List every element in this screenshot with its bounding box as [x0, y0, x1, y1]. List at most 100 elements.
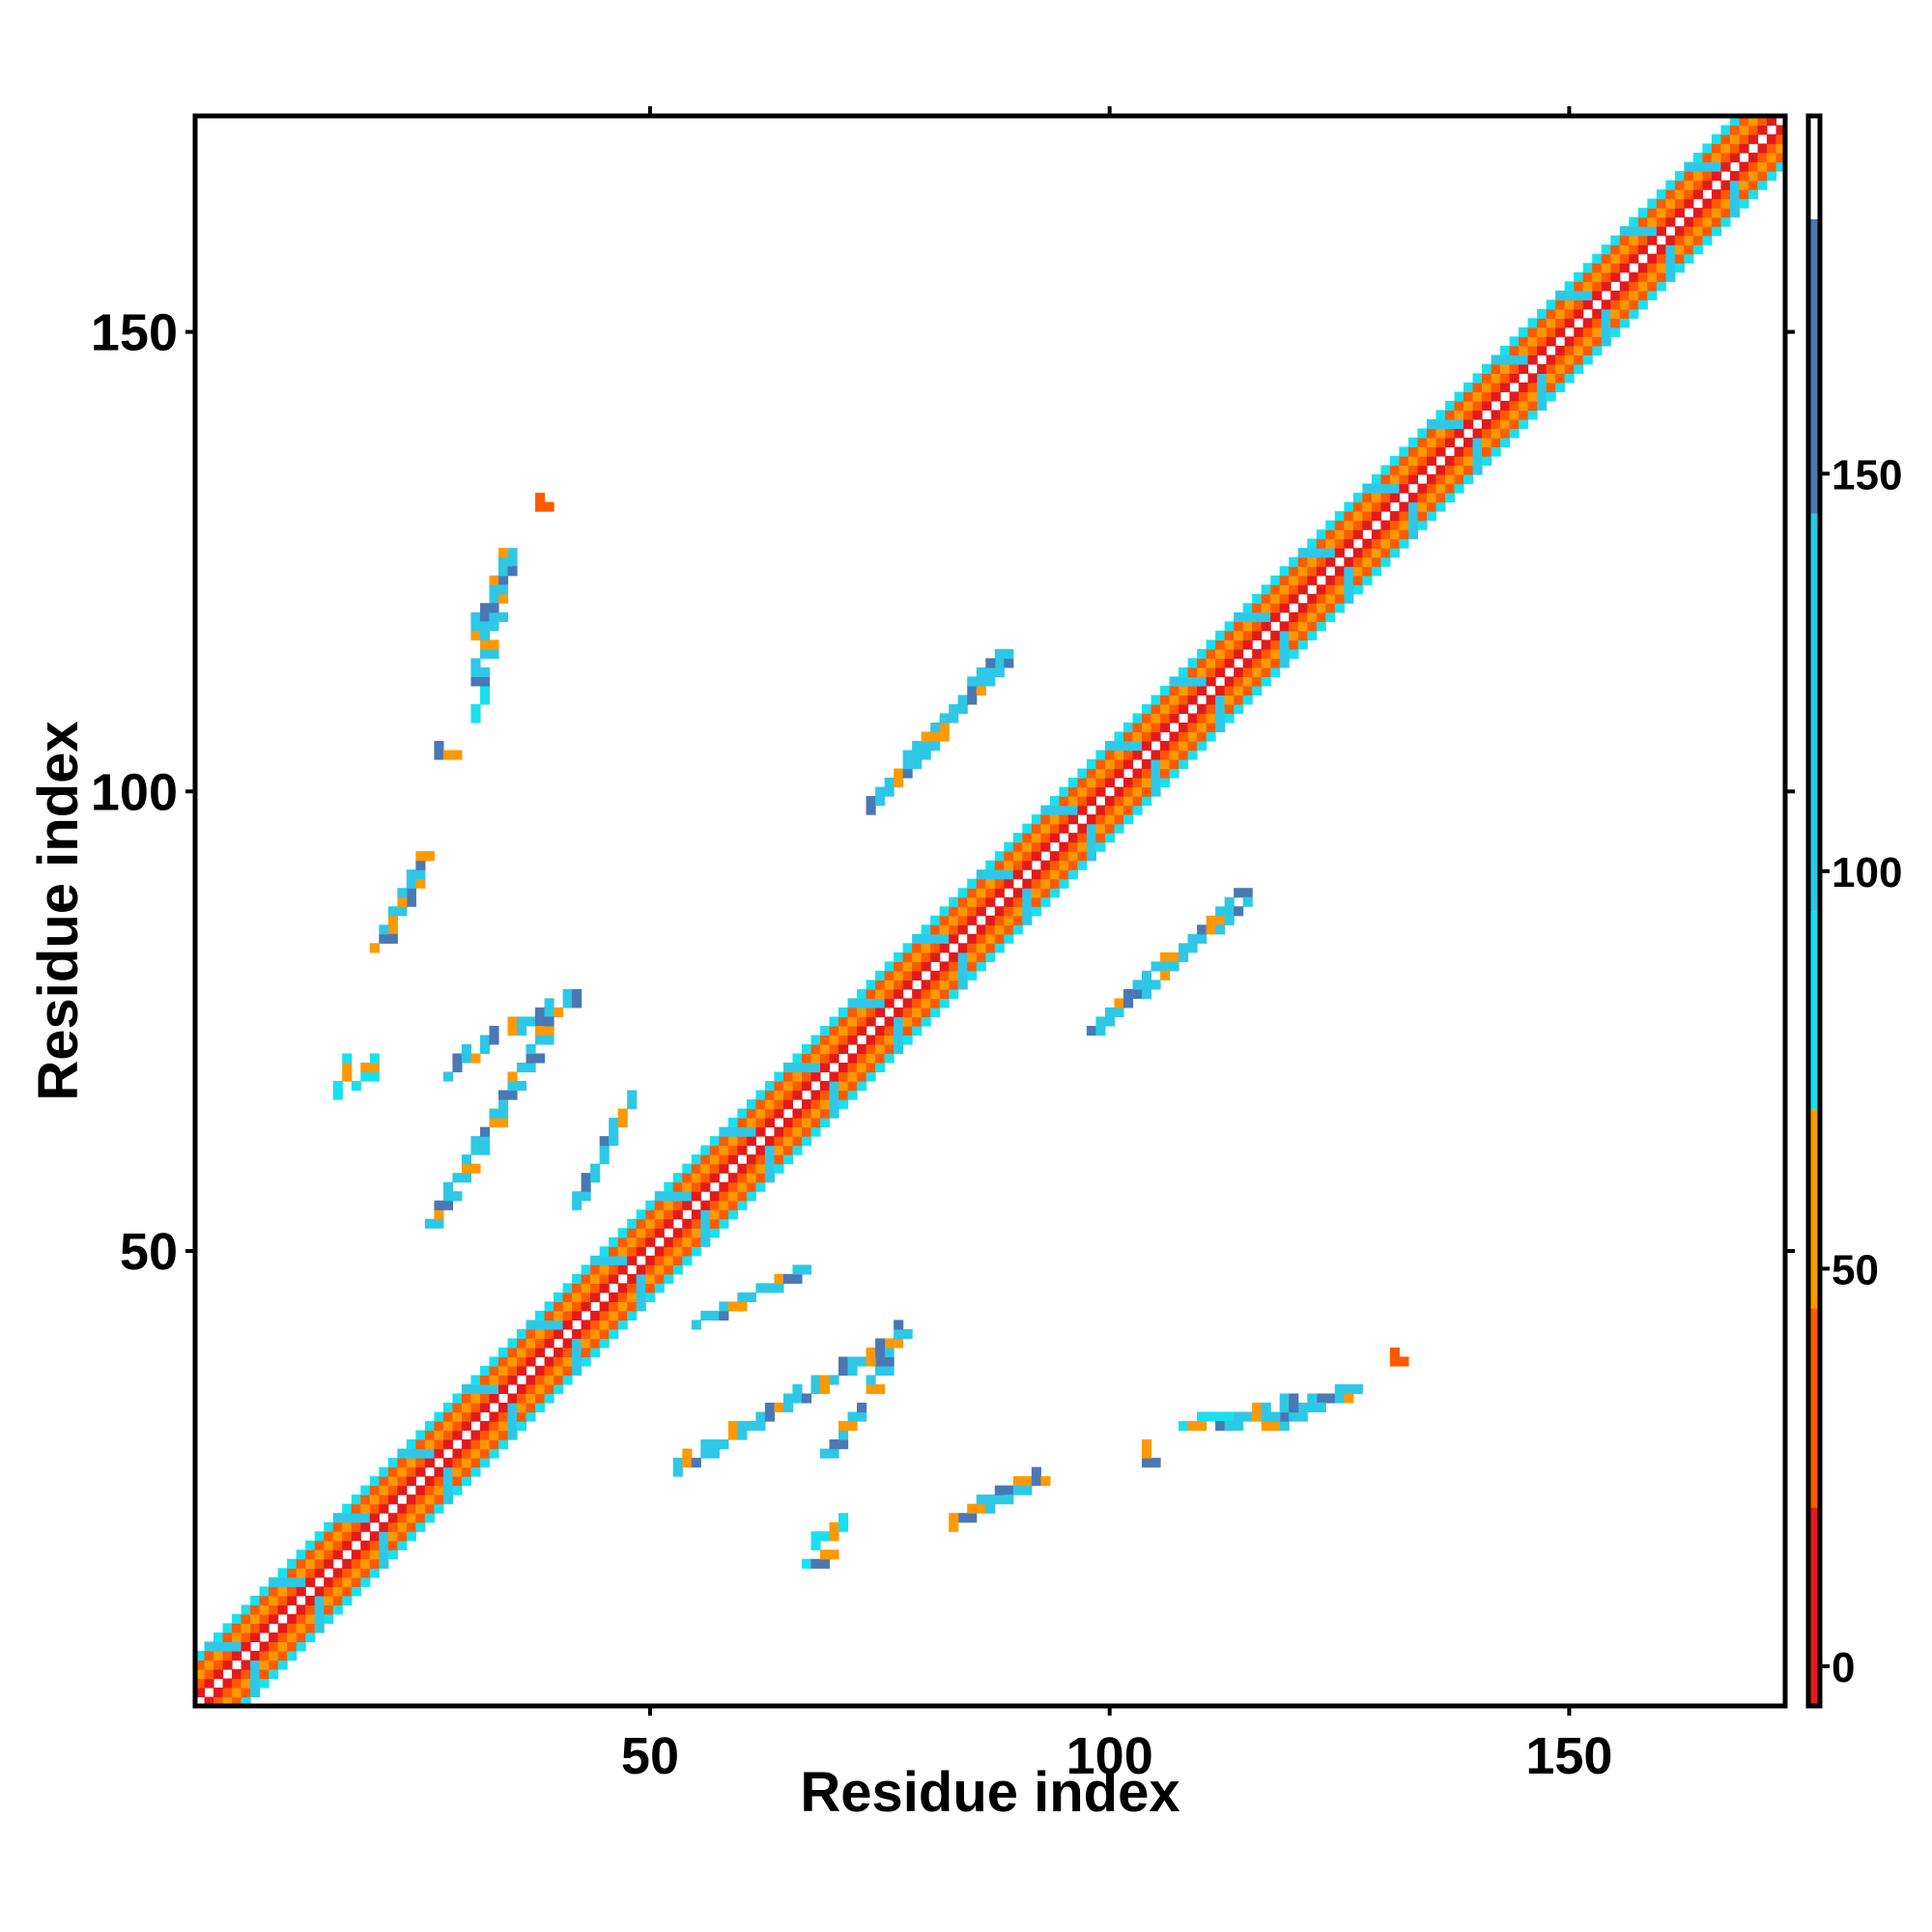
heatmap-cell — [535, 1053, 546, 1064]
heatmap-cell — [424, 1503, 435, 1514]
heatmap-cell — [1371, 529, 1381, 540]
heatmap-cell — [1215, 667, 1226, 677]
heatmap-cell — [1122, 988, 1134, 999]
heatmap-cell — [682, 1218, 693, 1229]
heatmap-cell — [1307, 611, 1318, 622]
heatmap-cell — [1197, 731, 1208, 742]
heatmap-cell — [1252, 603, 1263, 613]
heatmap-cell — [1610, 263, 1621, 273]
heatmap-cell — [1279, 584, 1290, 595]
heatmap-cell — [250, 1668, 261, 1680]
heatmap-cell — [387, 1458, 398, 1468]
colorbar-band — [1808, 1308, 1820, 1508]
heatmap-cell — [921, 961, 931, 972]
heatmap-cell — [277, 1586, 288, 1597]
heatmap-cell — [1352, 1383, 1363, 1395]
heatmap-cell — [1720, 198, 1731, 209]
heatmap-cell — [342, 1521, 353, 1532]
heatmap-cell — [985, 860, 996, 870]
heatmap-cell — [727, 1209, 738, 1220]
heatmap-cell — [442, 1439, 453, 1450]
heatmap-cell — [672, 1181, 683, 1192]
heatmap-cell — [1197, 648, 1208, 659]
heatmap-cell — [949, 906, 959, 917]
heatmap-cell — [939, 933, 950, 944]
heatmap-cell — [1031, 869, 1041, 880]
heatmap-cell — [434, 1411, 444, 1422]
heatmap-cell — [1279, 1421, 1290, 1432]
heatmap-cell — [470, 1448, 481, 1459]
heatmap-cell — [1564, 318, 1575, 328]
heatmap-cell — [1179, 695, 1189, 705]
heatmap-cell — [1160, 713, 1171, 724]
heatmap-cell — [397, 1448, 408, 1459]
heatmap-cell — [1519, 345, 1529, 355]
heatmap-cell — [801, 1108, 812, 1119]
heatmap-cell — [1022, 915, 1033, 925]
heatmap-cell — [387, 1485, 398, 1495]
heatmap-cell — [1316, 566, 1326, 577]
heatmap-cell — [1067, 786, 1078, 797]
heatmap-cell — [1307, 630, 1318, 640]
heatmap-cell — [1371, 566, 1381, 577]
colorbar-tick-label: 150 — [1832, 451, 1902, 498]
heatmap-cell — [1234, 621, 1244, 632]
heatmap-cell — [526, 1356, 536, 1367]
heatmap-cell — [1242, 639, 1253, 650]
heatmap-cell — [1665, 180, 1676, 190]
heatmap-cell — [985, 924, 996, 935]
heatmap-cell — [1482, 382, 1492, 393]
heatmap-cell — [1122, 759, 1134, 770]
heatmap-cell — [994, 933, 1005, 944]
heatmap-cell — [1077, 841, 1088, 852]
heatmap-cell — [1757, 125, 1768, 135]
heatmap-cell — [902, 1328, 913, 1340]
heatmap-cell — [1132, 731, 1143, 742]
heatmap-cell — [1242, 611, 1253, 622]
heatmap-cell — [554, 1347, 564, 1358]
heatmap-cell — [1104, 750, 1116, 760]
heatmap-cell — [719, 1181, 729, 1192]
heatmap-cell — [387, 1549, 398, 1560]
heatmap-cell — [719, 1191, 729, 1202]
heatmap-cell — [1519, 327, 1529, 337]
heatmap-cell — [810, 1035, 821, 1045]
heatmap-cell — [801, 1053, 812, 1064]
heatmap-cell — [452, 750, 463, 760]
heatmap-cell — [1344, 538, 1354, 549]
heatmap-cell — [764, 1118, 776, 1128]
heatmap-cell — [1169, 961, 1179, 972]
heatmap-cell — [1059, 814, 1069, 825]
heatmap-cell — [829, 1043, 839, 1055]
heatmap-cell — [1574, 271, 1584, 282]
heatmap-cell — [379, 1466, 389, 1477]
heatmap-cell — [764, 1145, 776, 1155]
heatmap-cell — [930, 943, 941, 953]
heatmap-cell — [332, 1540, 343, 1550]
heatmap-cell — [1601, 244, 1611, 255]
heatmap-cell — [397, 1476, 408, 1487]
heatmap-cell — [664, 1181, 674, 1192]
heatmap-cell — [1067, 796, 1078, 807]
heatmap-cell — [700, 1154, 711, 1165]
heatmap-cell — [609, 1255, 619, 1265]
heatmap-cell — [479, 676, 491, 687]
heatmap-cell — [1399, 446, 1409, 457]
heatmap-cell — [1141, 796, 1152, 807]
heatmap-cell — [1095, 778, 1106, 788]
heatmap-cell — [1004, 841, 1014, 852]
heatmap-cell — [1527, 391, 1538, 402]
heatmap-cell — [1647, 216, 1658, 227]
heatmap-cell — [351, 1549, 361, 1560]
heatmap-cell — [259, 1660, 270, 1670]
heatmap-cell — [1720, 208, 1731, 218]
heatmap-cell — [617, 1228, 628, 1238]
heatmap-cell — [1656, 263, 1666, 273]
heatmap-cell — [930, 740, 941, 752]
heatmap-cell — [1122, 786, 1134, 797]
heatmap-cell — [590, 1338, 601, 1349]
heatmap-cell — [470, 1053, 481, 1064]
heatmap-cell — [847, 1035, 858, 1045]
heatmap-cell — [1325, 575, 1336, 585]
y-axis-title: Residue index — [27, 721, 90, 1100]
